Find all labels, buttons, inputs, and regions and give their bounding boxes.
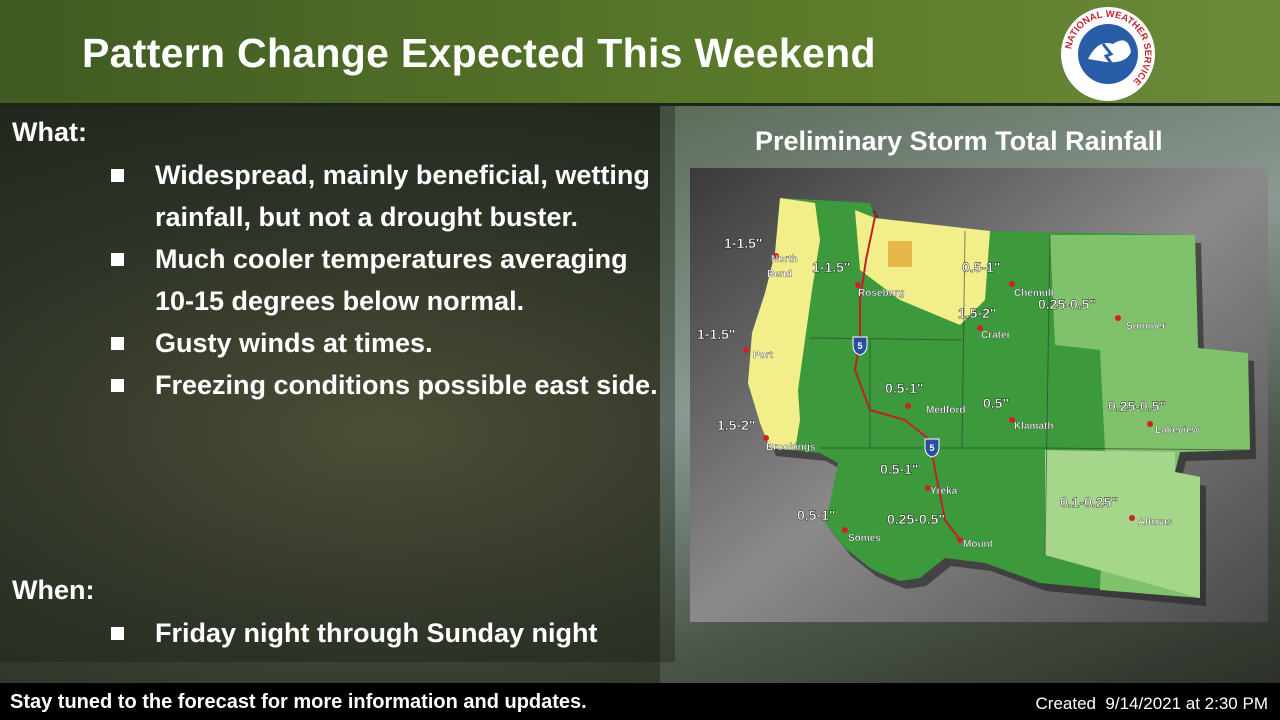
- bullet-item: Gusty winds at times.: [111, 322, 660, 364]
- city-label: Crater: [981, 330, 1011, 341]
- rainfall-amount: 0.5-1": [880, 461, 919, 477]
- city-dot: [1147, 421, 1153, 427]
- bullet-text: Widespread, mainly beneficial, wetting r…: [155, 160, 650, 232]
- city-label: Lakeview: [1155, 425, 1200, 436]
- rainfall-amount: 1-1.5": [812, 259, 851, 275]
- rainfall-amount: 0.25-0.5": [1108, 398, 1166, 414]
- when-list: Friday night through Sunday night: [111, 612, 660, 654]
- bullet-square: [111, 169, 124, 182]
- city-label: Bend: [767, 269, 792, 280]
- when-label: When:: [12, 575, 95, 605]
- city-dot: [1115, 315, 1121, 321]
- city-dot: [957, 537, 963, 543]
- bullet-square: [111, 337, 124, 350]
- city-label: Roseburg: [858, 288, 905, 299]
- city-label: Somes: [848, 533, 881, 544]
- slide-title: Pattern Change Expected This Weekend: [82, 30, 876, 76]
- city-dot: [743, 347, 749, 353]
- city-dot: [773, 253, 779, 259]
- bullet-square: [111, 379, 124, 392]
- bullet-square: [111, 253, 124, 266]
- city-label: Brookings: [766, 442, 816, 453]
- rainfall-amount: 0.1-0.25": [1060, 494, 1118, 510]
- county-lines: [809, 230, 1251, 556]
- bullet-item: Much cooler temperatures averaging 10-15…: [111, 238, 660, 322]
- city-label: Medford: [926, 405, 965, 416]
- lightest-rain-area: [1045, 450, 1200, 598]
- created-stamp: Created 9/14/2021 at 2:30 PM: [1035, 694, 1269, 713]
- city-dot: [905, 403, 911, 409]
- city-label: Yreka: [930, 486, 958, 497]
- footer-message: Stay tuned to the forecast for more info…: [10, 691, 587, 713]
- bullet-square: [111, 627, 124, 640]
- city-label: Chemult: [1014, 288, 1055, 299]
- city-label: Klamath: [1014, 421, 1053, 432]
- city-label: Mount: [963, 539, 994, 550]
- city-dot: [763, 435, 769, 441]
- city-label: Port: [753, 350, 774, 361]
- rainfall-amount: 1-1.5": [724, 235, 763, 251]
- what-list: Widespread, mainly beneficial, wetting r…: [111, 154, 660, 406]
- shield-number: 5: [929, 443, 934, 453]
- city-dot: [1129, 515, 1135, 521]
- city-label: Alturas: [1138, 517, 1173, 528]
- bullet-text: Freezing conditions possible east side.: [155, 370, 658, 400]
- rainfall-amount: 1-1.5": [697, 326, 736, 342]
- inland-yellow: [855, 210, 990, 325]
- rainfall-amount: 1.5-2": [717, 417, 756, 433]
- rainfall-amount: 0.25-0.5": [1038, 296, 1096, 312]
- interstate-shield: [924, 438, 940, 458]
- rainfall-amount: 1.5-2": [958, 305, 997, 321]
- city-dot: [1009, 417, 1015, 423]
- city-dot: [855, 282, 861, 288]
- coast-yellow: [748, 198, 820, 450]
- city-dot: [977, 325, 983, 331]
- bullet-text: Gusty winds at times.: [155, 328, 433, 358]
- rainfall-amount: 0.5": [983, 395, 1009, 411]
- shield-number: 5: [857, 341, 862, 351]
- header-bar: Pattern Change Expected This Weekend NAT…: [0, 0, 1280, 106]
- city-dot: [842, 527, 848, 533]
- orange-spot: [888, 241, 912, 267]
- city-dot: [1009, 281, 1015, 287]
- rainfall-amount: 0.25-0.5": [887, 511, 945, 527]
- rainfall-amount: 0.5-1": [885, 380, 924, 396]
- rainfall-amount: 0.5-1": [797, 507, 836, 523]
- city-dot: [925, 485, 931, 491]
- what-label: What:: [12, 117, 87, 147]
- logo-bolt: [1101, 43, 1118, 71]
- footer-bar: Stay tuned to the forecast for more info…: [0, 683, 1280, 720]
- bullet-item: Widespread, mainly beneficial, wetting r…: [111, 154, 660, 238]
- nws-logo: NATIONAL WEATHER SERVICE: [1061, 7, 1155, 101]
- bullet-text: Much cooler temperatures averaging 10-15…: [155, 244, 628, 316]
- bullet-item: Freezing conditions possible east side.: [111, 364, 660, 406]
- bullet-text: Friday night through Sunday night: [155, 618, 598, 648]
- bullet-item: Friday night through Sunday night: [111, 612, 660, 654]
- city-label: Summer: [1126, 321, 1166, 332]
- map-title: Preliminary Storm Total Rainfall: [755, 126, 1163, 156]
- city-label: North: [771, 254, 798, 265]
- rainfall-amount: 0.5-1": [962, 259, 1001, 275]
- interstate-shield: [852, 336, 868, 356]
